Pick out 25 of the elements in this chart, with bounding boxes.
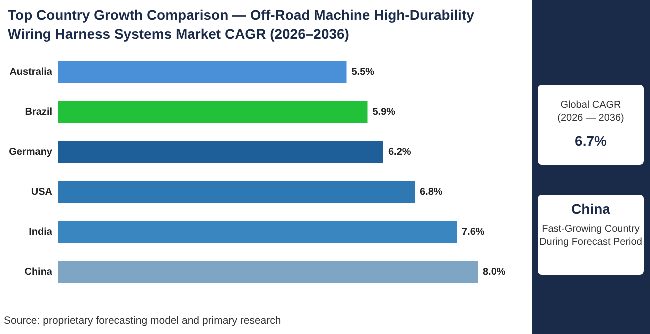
- y-tick-label: China: [24, 267, 53, 278]
- source-note: Source: proprietary forecasting model and primary research: [4, 315, 282, 327]
- text: Fast-Growing Country During Forecast Period: [538, 223, 644, 249]
- data-label: 6.2%: [388, 147, 412, 158]
- data-label: 5.5%: [352, 67, 375, 78]
- text: 6.7%: [574, 133, 608, 149]
- chart-title: Top Country Growth Comparison — Off-Road Machine High-Durability Wiring Harness Systems Market CAGR (2026–2036): [8, 6, 476, 44]
- bar: [58, 181, 415, 203]
- bar: [58, 221, 457, 243]
- y-tick-label: Australia: [10, 67, 53, 78]
- bar: [58, 61, 347, 83]
- bar: [58, 101, 368, 123]
- y-tick-label: India: [29, 227, 53, 238]
- text: Global CAGR: [560, 99, 622, 112]
- data-label: 8.0%: [483, 267, 506, 278]
- text: China: [570, 201, 612, 217]
- data-label: 7.6%: [462, 227, 485, 238]
- bar: [58, 261, 478, 283]
- text: (2026 — 2036): [556, 112, 626, 125]
- data-label: 6.8%: [420, 187, 443, 198]
- y-tick-label: USA: [31, 187, 52, 198]
- data-label: 5.9%: [372, 107, 396, 118]
- y-tick-label: Brazil: [25, 107, 53, 118]
- bar: [58, 141, 384, 163]
- y-tick-label: Germany: [9, 147, 53, 158]
